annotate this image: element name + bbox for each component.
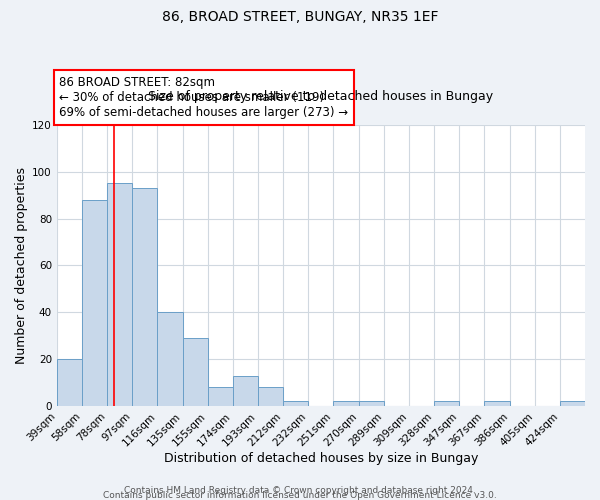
Bar <box>258 388 283 406</box>
Bar <box>182 338 208 406</box>
X-axis label: Distribution of detached houses by size in Bungay: Distribution of detached houses by size … <box>164 452 478 465</box>
Bar <box>157 312 182 406</box>
Bar <box>283 402 308 406</box>
Bar <box>359 402 384 406</box>
Bar <box>560 402 585 406</box>
Text: Contains HM Land Registry data © Crown copyright and database right 2024.: Contains HM Land Registry data © Crown c… <box>124 486 476 495</box>
Bar <box>484 402 509 406</box>
Bar <box>57 359 82 406</box>
Text: 86 BROAD STREET: 82sqm
← 30% of detached houses are smaller (119)
69% of semi-de: 86 BROAD STREET: 82sqm ← 30% of detached… <box>59 76 349 119</box>
Bar <box>132 188 157 406</box>
Bar <box>208 388 233 406</box>
Y-axis label: Number of detached properties: Number of detached properties <box>15 167 28 364</box>
Bar <box>82 200 107 406</box>
Bar <box>107 184 132 406</box>
Title: Size of property relative to detached houses in Bungay: Size of property relative to detached ho… <box>148 90 493 102</box>
Text: Contains public sector information licensed under the Open Government Licence v3: Contains public sector information licen… <box>103 491 497 500</box>
Text: 86, BROAD STREET, BUNGAY, NR35 1EF: 86, BROAD STREET, BUNGAY, NR35 1EF <box>162 10 438 24</box>
Bar <box>434 402 459 406</box>
Bar <box>233 376 258 406</box>
Bar <box>334 402 359 406</box>
